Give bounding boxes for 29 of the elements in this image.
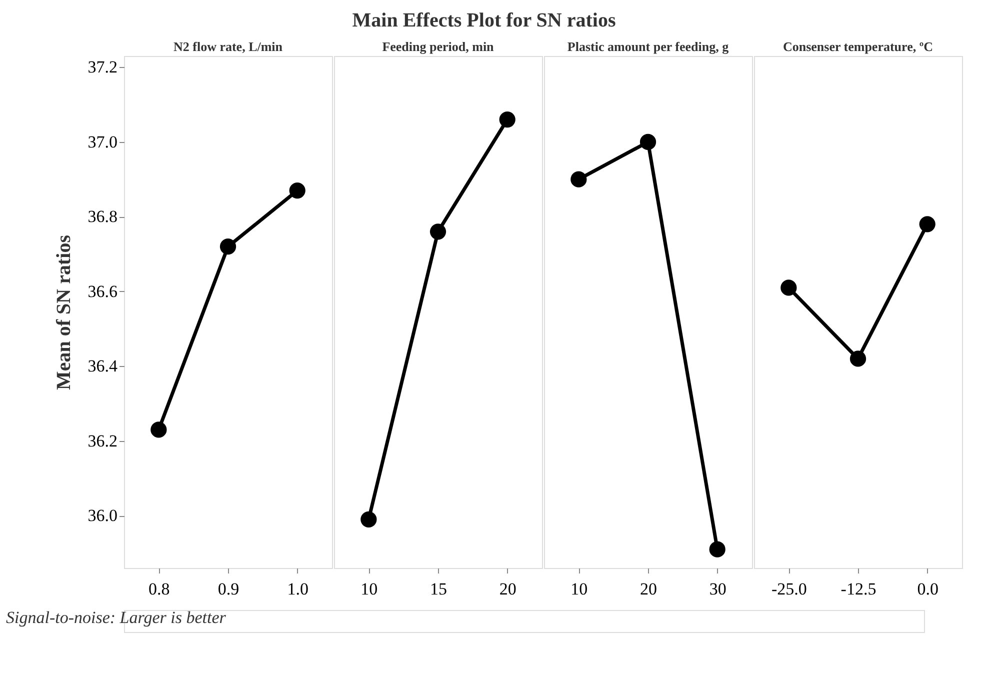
y-tick-label: 37.2 xyxy=(88,58,118,77)
y-tick-label: 36.8 xyxy=(88,207,118,226)
y-axis-title: Mean of SN ratios xyxy=(52,234,75,390)
text: Main Effects Plot for SN ratios xyxy=(352,10,616,32)
chart-title: N2 flow rate, L/min xyxy=(173,39,284,54)
chart-title: Plastic amount per feeding, g xyxy=(567,39,730,54)
x-tick-label: 30 xyxy=(709,580,726,598)
y-tick-label: 37.0 xyxy=(88,132,118,152)
x-tick-label: 1.0 xyxy=(287,580,308,598)
x-tick-label: 10 xyxy=(360,580,378,598)
x-tick-label: -12.5 xyxy=(840,580,876,598)
y-tick-label: 36.0 xyxy=(88,506,118,526)
x-tick-label: -25.0 xyxy=(771,580,807,598)
text: Signal-to-noise: Larger is better xyxy=(6,608,226,627)
point xyxy=(289,182,306,199)
y-tick-label: 36.4 xyxy=(88,356,118,376)
x-tick-label: 0.9 xyxy=(218,580,240,598)
x-tick-label: 20 xyxy=(640,580,657,598)
point xyxy=(220,238,236,255)
chart-title: Consenser temperature, ºC xyxy=(782,39,934,54)
x-tick-label: 10 xyxy=(570,580,588,598)
y-tick-label: 36.6 xyxy=(88,282,118,301)
x-tick-label: 15 xyxy=(430,580,447,598)
x-tick-label: 20 xyxy=(499,580,516,598)
point xyxy=(150,422,167,438)
x-tick-label: 0.0 xyxy=(917,580,938,598)
chart-title: Feeding period, min xyxy=(382,39,495,54)
y-tick-label: 36.2 xyxy=(88,431,118,450)
x-tick-label: 0.8 xyxy=(148,580,170,598)
